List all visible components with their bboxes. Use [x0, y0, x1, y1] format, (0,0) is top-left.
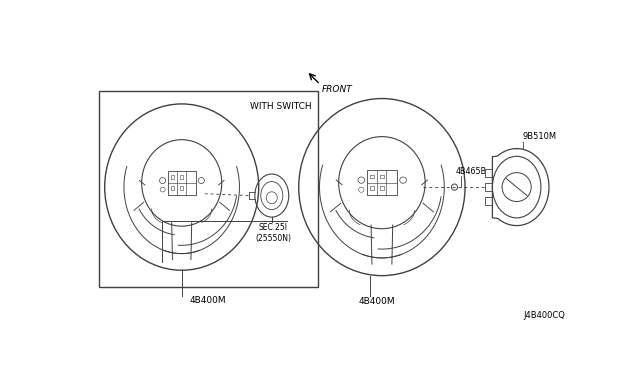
Bar	[180, 175, 184, 179]
Text: 4B400M: 4B400M	[190, 296, 227, 305]
Bar	[370, 186, 374, 190]
Bar	[180, 186, 184, 190]
Bar	[380, 174, 384, 178]
Bar	[171, 186, 174, 190]
Bar	[370, 174, 374, 178]
Bar	[484, 169, 492, 177]
Text: SEC.25I
(25550N): SEC.25I (25550N)	[255, 223, 291, 243]
Bar	[380, 186, 384, 190]
Text: WITH SWITCH: WITH SWITCH	[250, 102, 312, 110]
Bar	[168, 171, 196, 195]
Text: FRONT: FRONT	[322, 86, 353, 94]
Text: 4B400M: 4B400M	[359, 297, 396, 306]
Text: 9B510M: 9B510M	[523, 132, 557, 141]
Bar	[171, 175, 174, 179]
Bar	[484, 197, 492, 205]
Bar	[99, 91, 318, 287]
Bar	[367, 170, 397, 195]
Text: J4B400CQ: J4B400CQ	[524, 311, 565, 320]
Bar	[484, 183, 492, 191]
Text: 4B465B: 4B465B	[456, 167, 487, 176]
